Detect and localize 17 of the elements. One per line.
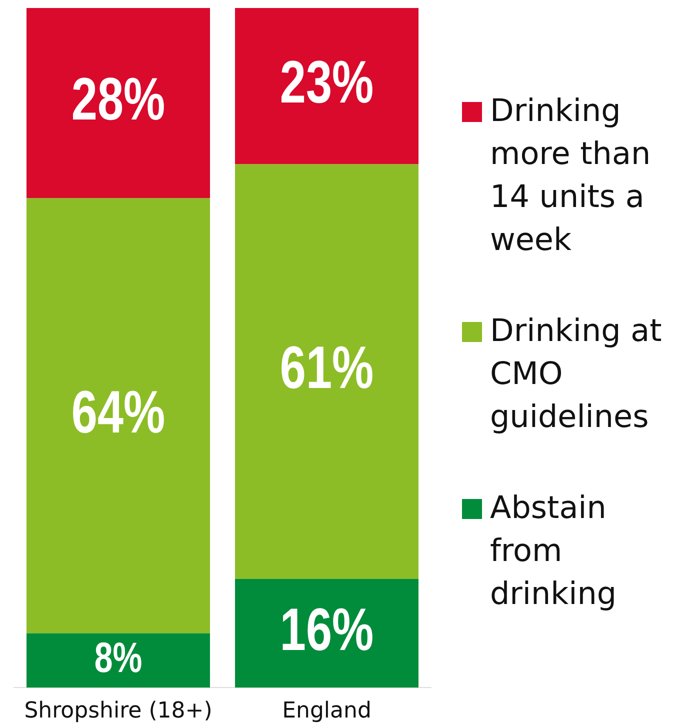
data-label: 8% bbox=[94, 635, 142, 682]
data-label: 64% bbox=[71, 378, 166, 446]
bar bbox=[26, 8, 210, 198]
bar bbox=[235, 578, 418, 688]
bar bbox=[235, 164, 418, 579]
data-label: 61% bbox=[280, 334, 374, 402]
data-label: 28% bbox=[71, 66, 166, 134]
legend-label: Drinking more than 14 units a week bbox=[490, 92, 652, 260]
legend-label: Drinking at CMO guidelines bbox=[490, 312, 663, 437]
x-tick-label: England bbox=[282, 698, 372, 724]
bar bbox=[26, 633, 210, 688]
data-label: 16% bbox=[280, 596, 374, 664]
legend-label: Abstain from drinking bbox=[490, 489, 618, 614]
data-label: 23% bbox=[280, 49, 374, 116]
x-tick-label: Shropshire (18+) bbox=[24, 698, 212, 724]
bar bbox=[235, 8, 418, 164]
bar bbox=[26, 198, 210, 634]
